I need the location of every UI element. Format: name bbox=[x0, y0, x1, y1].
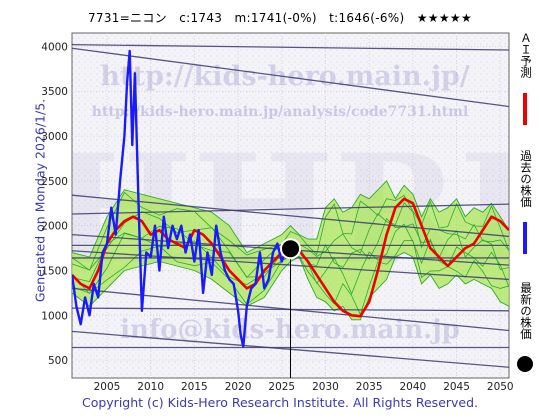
y-tick-label: 2500 bbox=[41, 176, 68, 188]
y-tick-label: 1500 bbox=[41, 265, 68, 277]
y-tick-label: 3000 bbox=[41, 131, 68, 143]
y-tick-label: 1000 bbox=[41, 310, 68, 322]
x-tick-label: 2045 bbox=[443, 381, 470, 393]
trend-line bbox=[72, 194, 509, 238]
legend-latest-marker bbox=[517, 356, 533, 372]
x-tick-label: 2015 bbox=[181, 381, 208, 393]
latest-price-marker bbox=[280, 238, 301, 260]
legend-ai: ＡＩ予測 bbox=[515, 32, 537, 78]
x-tick-label: 2025 bbox=[268, 381, 295, 393]
y-axis-ticks: 500 1000 1500 2000 2500 3000 3500 4000 bbox=[41, 41, 68, 367]
prediction-band-strand bbox=[72, 223, 509, 295]
x-tick-label: 2050 bbox=[487, 381, 514, 393]
trend-line bbox=[72, 203, 509, 215]
y-tick-label: 2000 bbox=[41, 221, 68, 233]
x-tick-label: 2020 bbox=[225, 381, 252, 393]
legend-ai-label: ＡＩ予測 bbox=[519, 32, 533, 78]
legend-past-swatch bbox=[523, 222, 527, 254]
prediction-band-strand bbox=[72, 240, 509, 316]
past-price-line bbox=[72, 49, 291, 348]
legend-latest-label: 最新の株価 bbox=[519, 282, 533, 340]
x-tick-label: 2040 bbox=[399, 381, 426, 393]
watermark-page: http://kids-hero.main.jp/analysis/code77… bbox=[92, 104, 469, 120]
x-tick-label: 2030 bbox=[312, 381, 339, 393]
prediction-band-lower bbox=[72, 251, 509, 321]
x-tick-label: 2010 bbox=[137, 381, 164, 393]
legend-past: 過去の株価 bbox=[515, 150, 537, 208]
chart-title: 7731=ニコン c:1743 m:1741(-0%) t:1646(-6%) … bbox=[87, 11, 473, 25]
legend-ai-swatch bbox=[523, 93, 527, 125]
prediction-band-upper bbox=[72, 180, 509, 258]
x-tick-label: 2005 bbox=[94, 381, 121, 393]
y-tick-label: 500 bbox=[48, 355, 68, 367]
trend-line bbox=[72, 43, 509, 51]
x-axis-ticks: 2005 2010 2015 2020 2025 2030 2035 2040 2045 2050 bbox=[94, 381, 514, 393]
copyright-footer: Copyright (c) Kids-Hero Research Institu… bbox=[81, 395, 479, 410]
y-tick-label: 4000 bbox=[41, 41, 68, 53]
legend-latest: 最新の株価 bbox=[515, 282, 537, 340]
x-tick-label: 2035 bbox=[356, 381, 383, 393]
y-tick-label: 3500 bbox=[41, 86, 68, 98]
trend-line bbox=[72, 47, 509, 108]
legend-past-label: 過去の株価 bbox=[519, 150, 533, 208]
prediction-band-strand bbox=[72, 191, 509, 271]
